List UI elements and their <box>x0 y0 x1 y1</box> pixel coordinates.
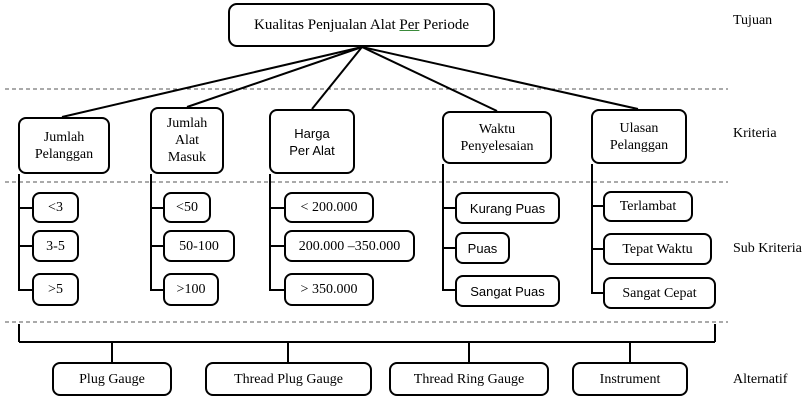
sub-criterion-node: Sangat Puas <box>455 275 560 307</box>
level-label-sub-criteria: Sub Kriteria <box>733 241 802 256</box>
connector <box>18 174 32 291</box>
connector <box>361 46 639 110</box>
connector <box>61 46 363 118</box>
criterion-node: Harga Per Alat <box>269 109 355 174</box>
level-separators <box>5 88 728 323</box>
sub-criterion-node: 3-5 <box>32 230 79 262</box>
sub-criterion-node: Puas <box>455 232 510 264</box>
goal-node: Kualitas Penjualan Alat Per Periode <box>228 3 495 47</box>
alternative-node: Thread Plug Gauge <box>205 362 372 396</box>
alternative-node: Instrument <box>572 362 688 396</box>
sub-criterion-node: Terlambat <box>603 191 693 222</box>
sub-criterion-node: 50-100 <box>163 230 235 262</box>
sub-criterion-node: < 200.000 <box>284 192 374 223</box>
sub-criterion-node: Kurang Puas <box>455 192 560 224</box>
connector <box>442 164 455 291</box>
level-label-criteria: Kriteria <box>733 126 777 141</box>
connector <box>591 164 603 294</box>
alternative-node: Thread Ring Gauge <box>389 362 549 396</box>
goal-text-start: Kualitas Penjualan Alat <box>254 16 400 33</box>
goal-text-per: Per <box>399 16 420 33</box>
criterion-node: Jumlah Alat Masuk <box>150 107 224 174</box>
sub-criterion-node: >5 <box>32 273 79 306</box>
sub-criterion-node: <50 <box>163 192 211 223</box>
connector <box>186 46 363 108</box>
connector <box>361 46 498 112</box>
level-label-alternatives: Alternatif <box>733 372 788 387</box>
sub-criterion-node: > 350.000 <box>284 273 374 306</box>
connector-lines <box>18 46 716 362</box>
sub-criterion-node: >100 <box>163 273 219 306</box>
sub-criterion-node: Tepat Waktu <box>603 233 712 265</box>
criterion-node: Jumlah Pelanggan <box>18 117 110 174</box>
connector <box>311 46 363 110</box>
criterion-node: Waktu Penyelesaian <box>442 111 552 164</box>
criterion-node: Ulasan Pelanggan <box>591 109 687 164</box>
connector <box>150 174 163 291</box>
goal-text-end: Periode <box>419 16 469 33</box>
level-label-goal: Tujuan <box>733 13 773 28</box>
sub-criterion-node: 200.000 –350.000 <box>284 230 415 262</box>
sub-criterion-node: Sangat Cepat <box>603 277 716 309</box>
alternative-node: Plug Gauge <box>52 362 172 396</box>
sub-criterion-node: <3 <box>32 192 79 223</box>
connector <box>269 174 284 291</box>
